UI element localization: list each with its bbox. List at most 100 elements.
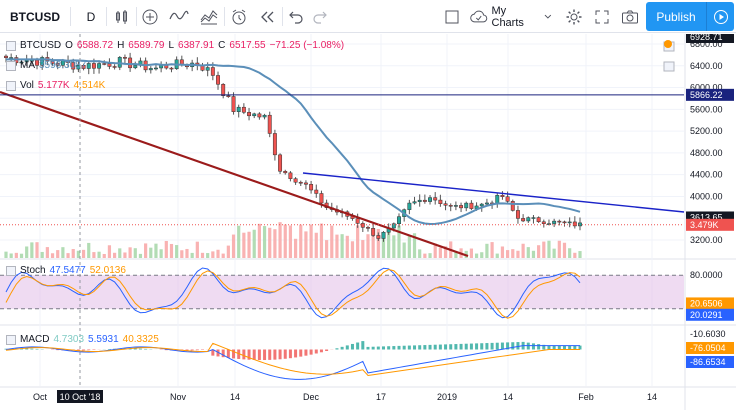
volume-bar bbox=[185, 248, 189, 258]
candle-style-icon[interactable] bbox=[110, 0, 134, 33]
macd-hist-bar bbox=[454, 344, 458, 350]
symbol-search-button[interactable]: BTCUSD bbox=[10, 9, 60, 24]
volume-bar bbox=[412, 233, 417, 258]
volume-bar bbox=[237, 225, 241, 258]
volume-bar bbox=[71, 249, 75, 258]
legend-toggle-icon[interactable] bbox=[6, 40, 16, 51]
macd-hist-bar bbox=[562, 345, 566, 350]
volume-bar bbox=[490, 242, 494, 258]
macd-hist-bar bbox=[283, 349, 287, 359]
macd-signal-line bbox=[5, 342, 580, 377]
my-charts-button[interactable]: My Charts bbox=[470, 0, 552, 33]
volume-bar bbox=[345, 235, 349, 258]
volume-bar bbox=[273, 229, 277, 258]
toolbar-divider bbox=[136, 7, 137, 26]
time-tick-label: Dec bbox=[303, 392, 320, 402]
candle-body bbox=[505, 196, 510, 202]
macd-hist-bar bbox=[268, 349, 272, 360]
volume-bar bbox=[61, 247, 65, 258]
macd-toggle-icon[interactable] bbox=[6, 334, 16, 345]
candle-body bbox=[293, 178, 298, 183]
candle-body bbox=[128, 57, 133, 69]
stoch-d: 52.0136 bbox=[89, 265, 126, 276]
stoch-k: 47.5477 bbox=[49, 265, 86, 276]
volume-bar bbox=[211, 251, 215, 258]
interval-button[interactable]: D bbox=[86, 9, 96, 24]
ma-value: 3598.3087 bbox=[39, 60, 87, 71]
candle-body bbox=[376, 235, 381, 239]
ma-toggle-icon[interactable] bbox=[6, 60, 16, 71]
candle-body bbox=[71, 62, 76, 70]
macd-hist-bar bbox=[542, 344, 546, 350]
legend-change: −71.25 (−1.08%) bbox=[269, 40, 345, 51]
settings-gear-icon[interactable] bbox=[562, 0, 586, 33]
chart-area[interactable]: 6800.00 6400.00 6000.00 5600.00 5200.00 4800.… bbox=[0, 34, 736, 410]
indicators-icon[interactable] bbox=[166, 0, 192, 33]
redo-icon[interactable] bbox=[308, 0, 332, 33]
macd-hist-bar bbox=[195, 349, 199, 351]
volume-bar bbox=[299, 224, 303, 258]
macd-hist-bar bbox=[537, 344, 541, 350]
macd-hist-bar bbox=[428, 344, 432, 350]
macd-hist-bar bbox=[366, 346, 370, 350]
stoch-toggle-icon[interactable] bbox=[6, 265, 16, 276]
compare-add-icon[interactable] bbox=[138, 0, 162, 33]
my-charts-label: My Charts bbox=[491, 4, 524, 29]
macd-axis: -10.6030 -76.0504 -86.6534 bbox=[686, 329, 734, 368]
candle-body bbox=[148, 68, 153, 71]
price-tick-label: 3200.00 bbox=[690, 235, 723, 245]
volume-bar bbox=[371, 232, 375, 258]
candle-body bbox=[314, 189, 319, 194]
time-tick-label: 14 bbox=[230, 392, 240, 402]
macd-hist-bar bbox=[371, 346, 375, 350]
macd-hist-bar bbox=[350, 343, 354, 350]
candle-body bbox=[257, 113, 262, 118]
publish-button[interactable]: Publish bbox=[646, 2, 706, 31]
alert-clock-icon[interactable] bbox=[226, 0, 252, 33]
undo-icon[interactable] bbox=[284, 0, 308, 33]
legend-symbol: BTCUSD bbox=[20, 40, 62, 51]
macd-hist-bar bbox=[340, 346, 344, 350]
candle-body bbox=[102, 63, 107, 65]
volume-bar bbox=[35, 242, 39, 258]
main-legend: BTCUSD O 6588.72 H 6589.79 L 6387.91 C 6517.… bbox=[6, 40, 344, 51]
candle-body bbox=[210, 67, 215, 76]
candle-body bbox=[272, 133, 277, 156]
candle-body bbox=[572, 221, 577, 227]
macd-hist-bar bbox=[413, 345, 417, 350]
volume-bar bbox=[573, 252, 577, 258]
replay-rewind-icon[interactable] bbox=[254, 0, 280, 33]
macd-hist-bar bbox=[433, 344, 437, 350]
volume-bar bbox=[340, 234, 344, 258]
volume-bar bbox=[50, 253, 55, 258]
top-toolbar: BTCUSD D My Charts Publish bbox=[0, 0, 736, 33]
volume-bar bbox=[309, 224, 313, 258]
volume-legend: Vol 5.177K 4.514K bbox=[6, 80, 105, 91]
snapshot-camera-icon[interactable] bbox=[618, 0, 642, 33]
volume-bar bbox=[480, 252, 484, 258]
volume-bar bbox=[366, 234, 370, 258]
volume-bar bbox=[474, 253, 479, 258]
volume-bar bbox=[387, 231, 391, 258]
macd-hist-bar bbox=[506, 342, 510, 350]
fullscreen-expand-icon[interactable] bbox=[590, 0, 614, 33]
volume-bar bbox=[397, 225, 401, 258]
candle-body bbox=[510, 201, 515, 211]
volume-bar bbox=[14, 252, 18, 258]
stoch-tick-label: 80.0000 bbox=[690, 270, 723, 280]
templates-icon[interactable] bbox=[196, 0, 222, 33]
macd-hist-bar bbox=[547, 345, 551, 350]
macd-hist-bar bbox=[335, 348, 339, 350]
candle-body bbox=[205, 67, 210, 71]
candle-body bbox=[464, 202, 469, 209]
macd-hist-bar bbox=[299, 349, 303, 357]
vol-toggle-icon[interactable] bbox=[6, 80, 16, 91]
candle-body bbox=[521, 218, 526, 222]
chart-canvas[interactable]: 6800.00 6400.00 6000.00 5600.00 5200.00 4800.… bbox=[0, 34, 736, 410]
candle-body bbox=[112, 66, 117, 68]
macd-hist-bar bbox=[138, 348, 142, 350]
fullscreen-square-icon[interactable] bbox=[440, 0, 464, 33]
publish-video-button[interactable] bbox=[706, 2, 734, 31]
trendline-down-red bbox=[0, 90, 469, 258]
macd-hist-bar bbox=[480, 343, 484, 350]
